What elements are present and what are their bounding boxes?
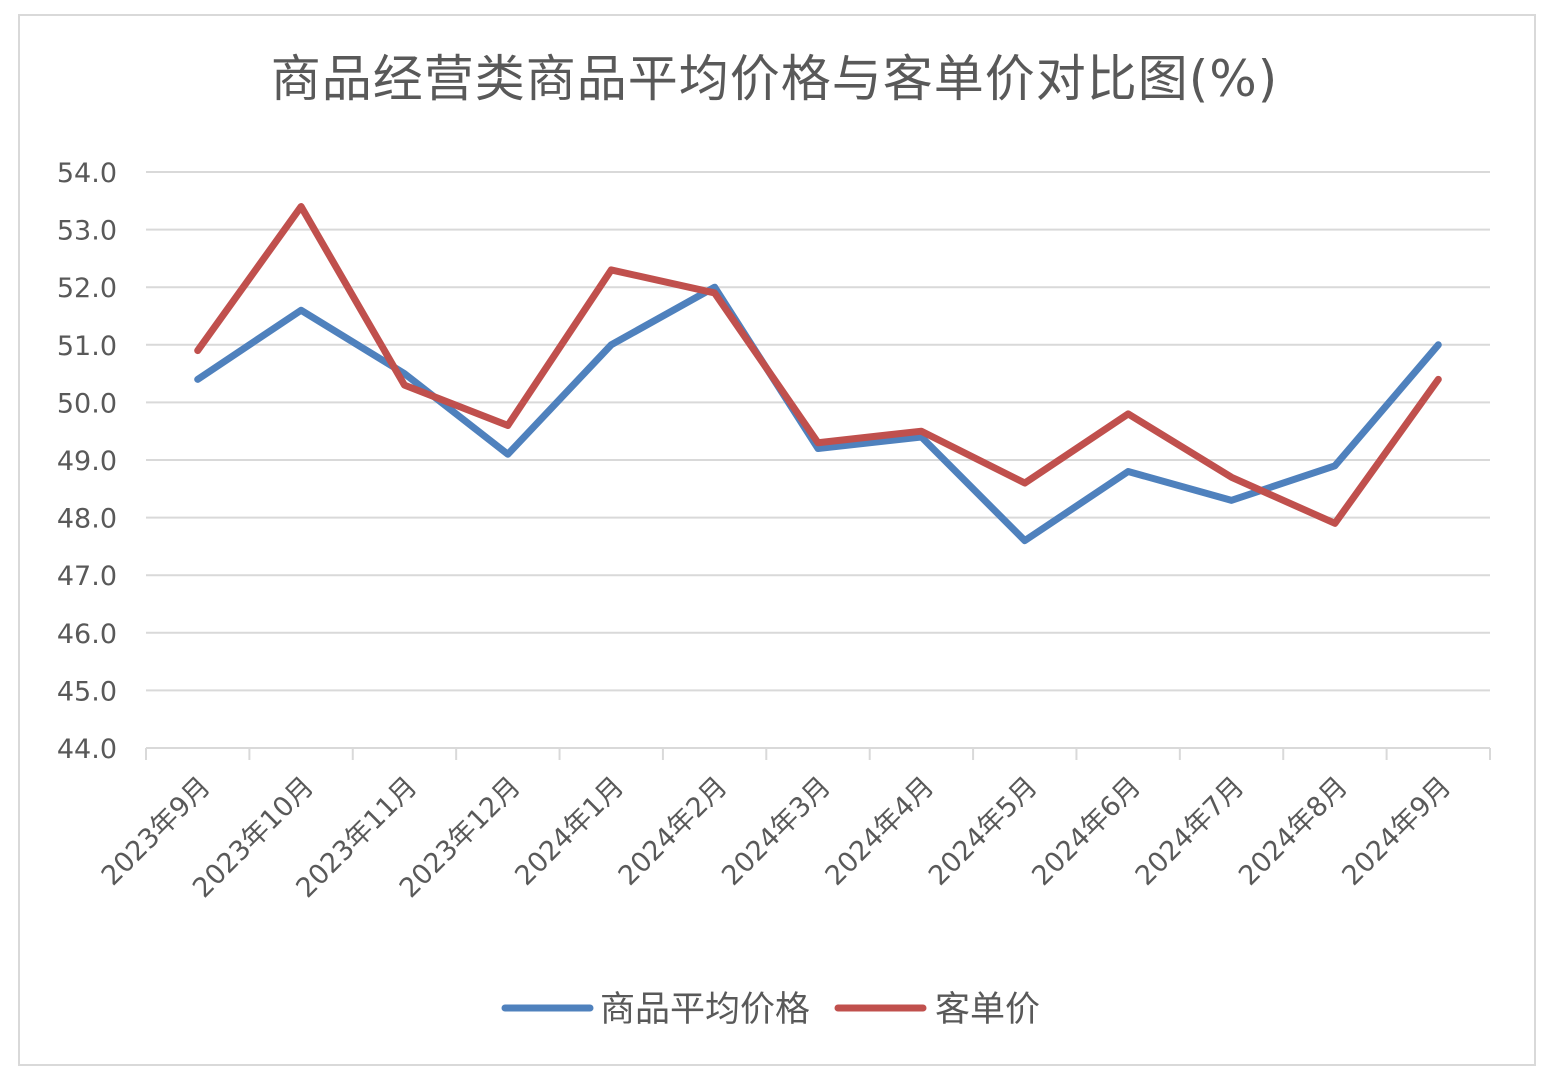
y-axis-tick-labels: 44.0 45.0 46.0 47.0 48.0 49.0 50.0 51.0 52.0 53.0…: [57, 158, 117, 765]
x-tick-label: 2024年3月: [716, 771, 837, 892]
legend: 商品平均价格 客单价: [501, 990, 1040, 1030]
x-tick-label: 2024年2月: [613, 771, 734, 892]
series-line-1: [194, 283, 1442, 545]
x-axis-tick-labels: 2023年9月2023年10月2023年11月2023年12月2024年1月20…: [96, 771, 1457, 904]
legend-label-2: 客单价: [935, 990, 1040, 1030]
gridlines: [146, 171, 1490, 692]
y-tick-label: 48.0: [57, 504, 117, 535]
x-tick-label: 2024年4月: [819, 771, 940, 892]
y-tick-label: 46.0: [57, 619, 117, 650]
x-tick-label: 2024年6月: [1026, 771, 1147, 892]
x-axis: [145, 747, 1491, 760]
y-tick-label: 50.0: [57, 388, 117, 419]
legend-label-1: 商品平均价格: [600, 990, 810, 1030]
y-tick-label: 51.0: [57, 331, 117, 362]
series-lines: [194, 203, 1442, 545]
y-tick-label: 45.0: [57, 676, 117, 707]
series-line-2: [194, 203, 1442, 527]
y-tick-label: 47.0: [57, 561, 117, 592]
y-tick-label: 52.0: [57, 273, 117, 304]
x-tick-label: 2024年8月: [1233, 771, 1354, 892]
y-tick-label: 53.0: [57, 216, 117, 247]
x-tick-label: 2024年5月: [923, 771, 1044, 892]
y-tick-label: 54.0: [57, 158, 117, 189]
x-tick-label: 2024年9月: [1336, 771, 1457, 892]
chart-frame: [18, 14, 1536, 1066]
chart-title: 商品经营类商品平均价格与客单价对比图(%): [270, 50, 1279, 108]
x-tick-label: 2024年1月: [509, 771, 630, 892]
y-tick-label: 49.0: [57, 446, 117, 477]
y-tick-label: 44.0: [57, 734, 117, 765]
x-tick-label: 2024年7月: [1130, 771, 1251, 892]
